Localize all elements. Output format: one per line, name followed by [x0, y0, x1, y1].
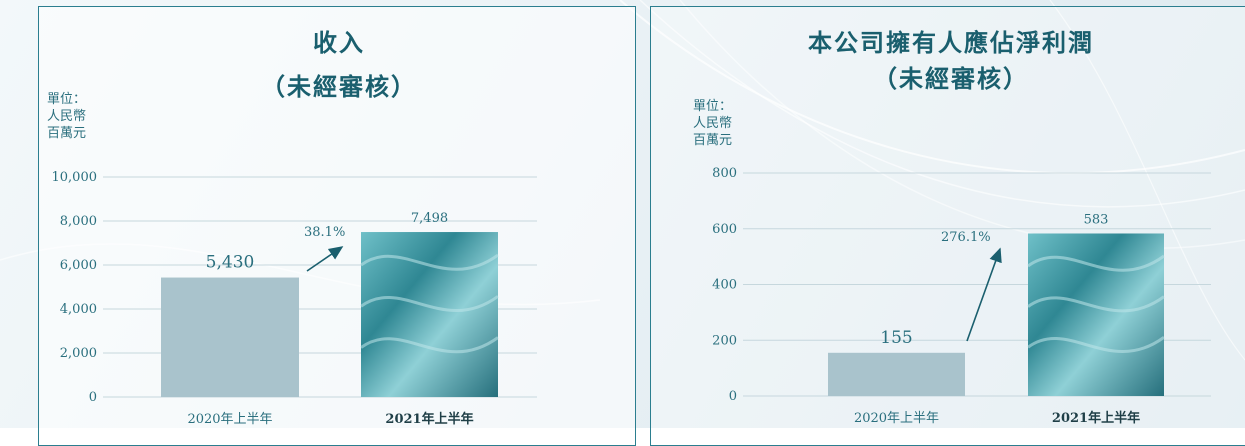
chart-subtitle: （未經審核） — [873, 64, 1029, 93]
x-category-label: 2020年上半年 — [854, 411, 939, 426]
y-tick-label: 2,000 — [60, 346, 97, 361]
growth-percent-label: 38.1% — [304, 225, 345, 240]
growth-percent-label: 276.1% — [941, 230, 991, 245]
bar-sheen — [360, 336, 499, 354]
chart-title: 收入 — [313, 28, 365, 57]
bar — [1028, 233, 1164, 396]
chart-title: 本公司擁有人應佔淨利潤 — [808, 28, 1094, 57]
bar — [361, 232, 498, 397]
y-tick-label: 0 — [89, 390, 97, 405]
net-profit-chart-panel: 本公司擁有人應佔淨利潤 （未經審核） 單位： 人民幣 百萬元 0 200 400 60… — [650, 6, 1245, 446]
y-tick-label: 200 — [712, 333, 737, 348]
bar — [828, 352, 965, 396]
plot-area: 0 2,000 4,000 6,000 8,000 10,000 5,430 2020年上半年… — [52, 170, 537, 427]
growth-arrow — [966, 247, 1002, 342]
y-unit-line-3: 百萬元 — [693, 133, 732, 148]
y-tick-label: 600 — [712, 222, 737, 237]
net-profit-chart: 本公司擁有人應佔淨利潤 （未經審核） 單位： 人民幣 百萬元 0 200 400 60… — [693, 28, 1211, 426]
bar-value-label: 7,498 — [411, 211, 448, 226]
bar-sheen — [1027, 254, 1165, 272]
y-tick-label: 10,000 — [52, 170, 98, 185]
y-unit-line-2: 人民幣 — [693, 116, 732, 131]
growth-arrow — [306, 246, 344, 272]
chart-subtitle: （未經審核） — [261, 72, 417, 101]
bar-sheen — [1027, 336, 1165, 353]
bar-sheen — [360, 295, 499, 313]
y-unit-line-1: 單位： — [693, 99, 732, 114]
y-unit-line-1: 單位： — [47, 92, 86, 107]
bar-sheen — [1027, 295, 1165, 313]
bar-value-label: 583 — [1084, 212, 1109, 227]
y-unit-line-3: 百萬元 — [47, 126, 86, 141]
bar — [161, 277, 299, 397]
y-tick-label: 800 — [712, 166, 737, 181]
y-unit-line-2: 人民幣 — [47, 109, 86, 124]
bar-sheen — [360, 253, 499, 271]
x-category-label: 2021年上半年 — [385, 411, 473, 427]
bar-value-label: 155 — [880, 328, 912, 348]
y-tick-label: 8,000 — [60, 214, 97, 229]
x-category-label: 2020年上半年 — [187, 412, 272, 427]
x-category-label: 2021年上半年 — [1052, 410, 1140, 426]
y-tick-label: 0 — [729, 389, 737, 404]
bar-value-label: 5,430 — [206, 253, 255, 273]
y-tick-label: 4,000 — [60, 302, 97, 317]
y-tick-label: 6,000 — [60, 258, 97, 273]
plot-area: 0 200 400 600 800 155 2020年上半年 583 2021年上半年 276.1… — [712, 166, 1211, 426]
revenue-chart: 收入 （未經審核） 單位： 人民幣 百萬元 0 2,000 4,000 6,000 8,… — [47, 28, 537, 427]
y-tick-label: 400 — [712, 278, 737, 293]
revenue-chart-panel: 收入 （未經審核） 單位： 人民幣 百萬元 0 2,000 4,000 6,000 8,… — [38, 6, 636, 446]
